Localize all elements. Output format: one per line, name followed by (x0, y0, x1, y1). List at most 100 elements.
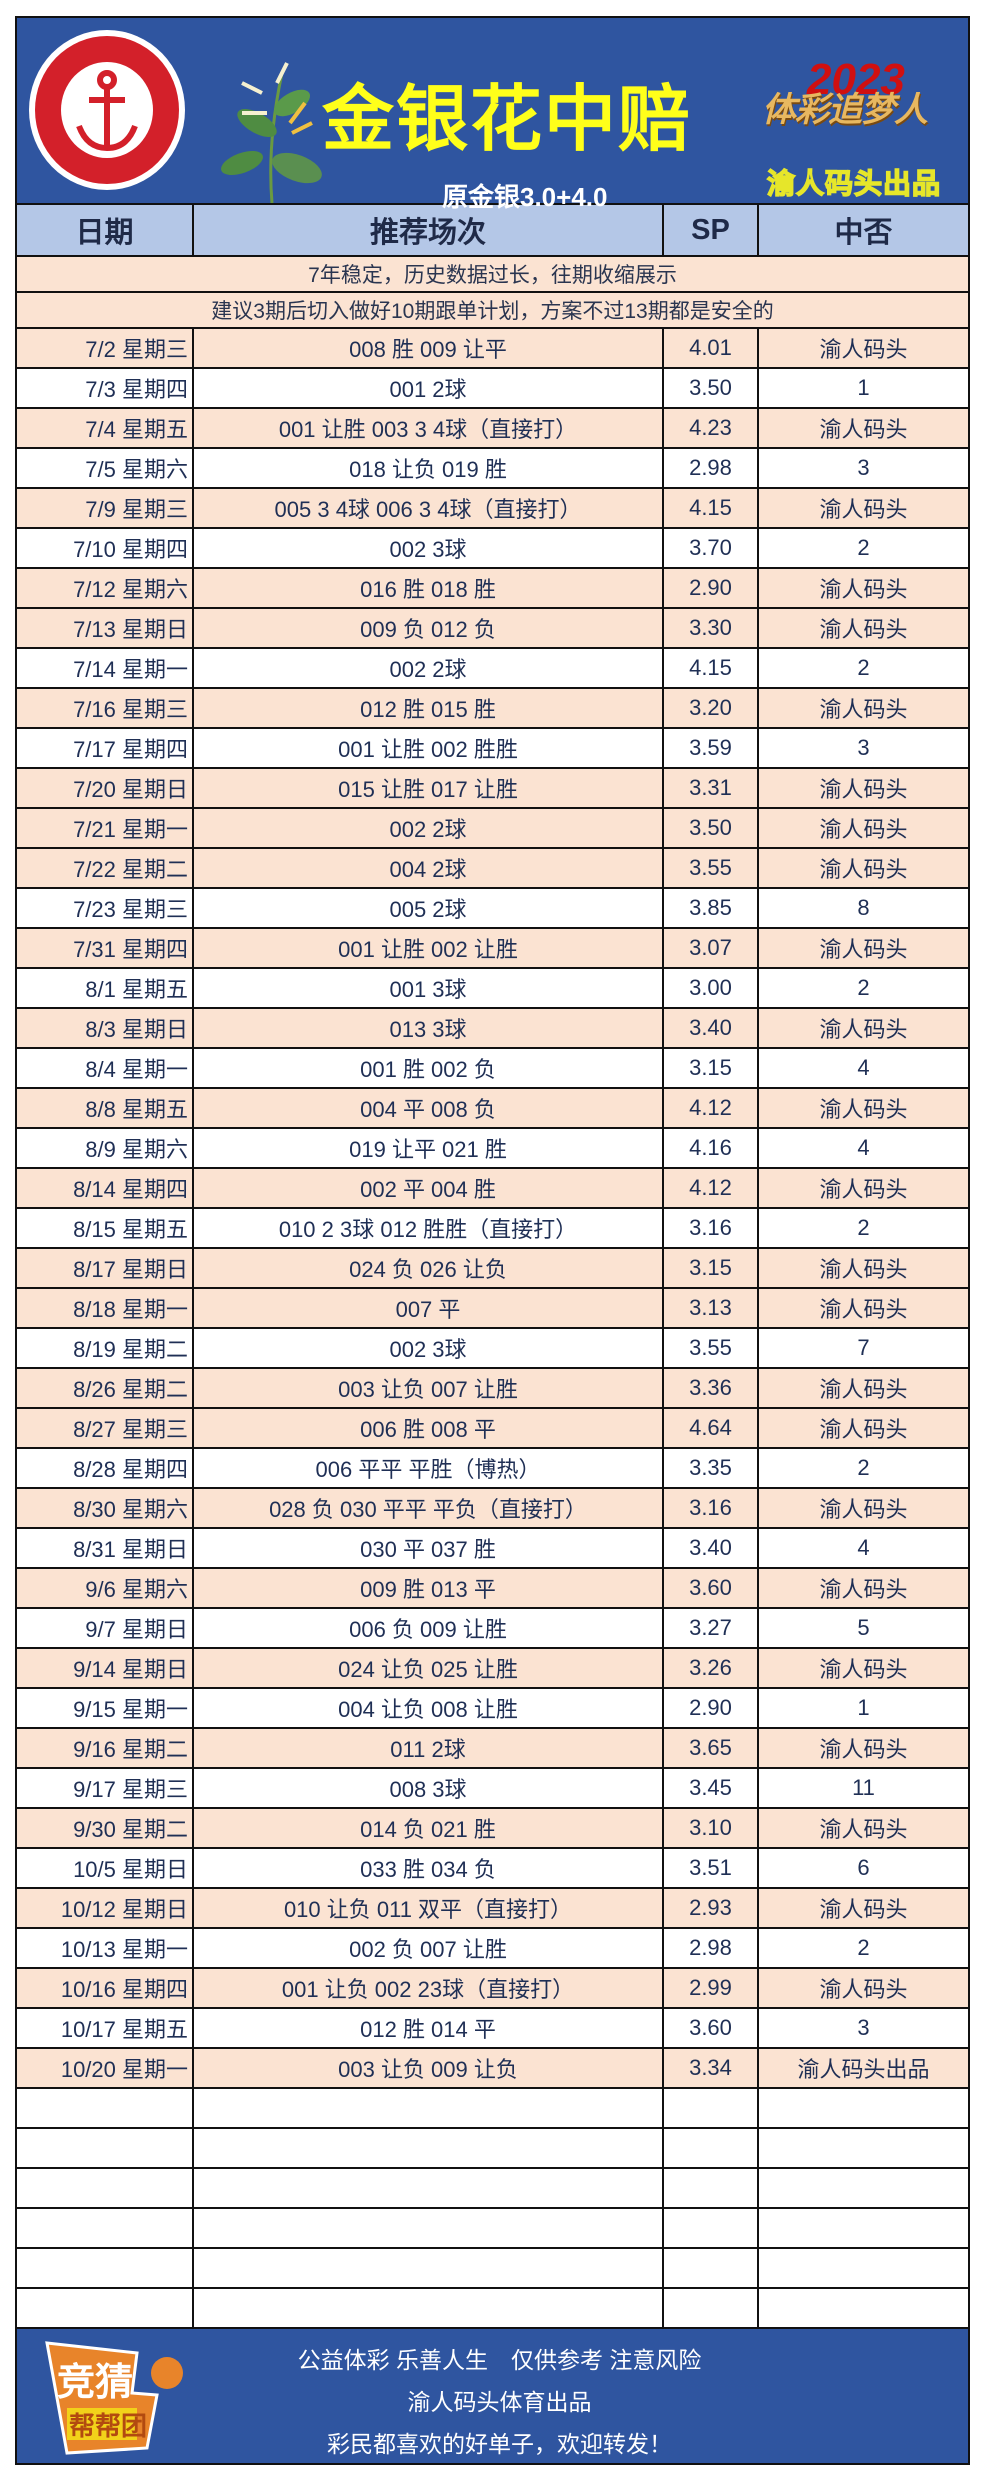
date-cell: 8/31 星期日 (17, 1529, 194, 1567)
table-row: 10/5 星期日 033 胜 034 负 3.51 6 (17, 1849, 968, 1889)
pick-cell: 002 负 007 让胜 (194, 1929, 664, 1967)
sp-cell: 3.40 (664, 1009, 759, 1047)
sp-cell: 3.30 (664, 609, 759, 647)
empty-cell (194, 2289, 664, 2327)
pick-cell: 002 3球 (194, 1329, 664, 1367)
column-header-date: 日期 (17, 205, 194, 255)
banner: 金银花中赔 原金银3.0+4.0 2023 体彩追梦人 渝人码头出品 (17, 18, 968, 212)
pick-cell: 002 2球 (194, 809, 664, 847)
sp-cell: 4.16 (664, 1129, 759, 1167)
result-cell: 渝人码头 (819, 1177, 908, 1202)
pick-cell: 002 2球 (194, 649, 664, 687)
result-cell: 11 (852, 1775, 875, 1800)
table-row: 7/12 星期六 016 胜 018 胜 2.90 渝人码头 (17, 569, 968, 609)
empty-row (17, 2089, 968, 2129)
empty-cell (194, 2249, 664, 2287)
result-cell: 5 (857, 1615, 870, 1640)
date-cell: 8/4 星期一 (17, 1049, 194, 1087)
result-cell: 2 (857, 535, 870, 560)
result-cell: 渝人码头 (819, 617, 908, 642)
footer-line-2: 渝人码头体育出品 (407, 2389, 592, 2415)
sp-cell: 3.20 (664, 689, 759, 727)
table-row: 9/7 星期日 006 负 009 让胜 3.27 5 (17, 1609, 968, 1649)
table-row: 8/4 星期一 001 胜 002 负 3.15 4 (17, 1049, 968, 1089)
result-cell: 渝人码头 (819, 577, 908, 602)
sp-cell: 3.00 (664, 969, 759, 1007)
footer-banner: 竞猜 帮帮团 公益体彩 乐善人生 仅供参考 注意风险 渝人码头体育出品 彩民都喜… (17, 2329, 968, 2463)
table-row: 7/3 星期四 001 2球 3.50 1 (17, 369, 968, 409)
sp-cell: 2.99 (664, 1969, 759, 2007)
date-cell: 7/5 星期六 (17, 449, 194, 487)
table-row: 9/16 星期二 011 2球 3.65 渝人码头 (17, 1729, 968, 1769)
table-row: 7/22 星期二 004 2球 3.55 渝人码头 (17, 849, 968, 889)
pick-cell: 001 让胜 002 让胜 (194, 929, 664, 967)
pick-cell: 007 平 (194, 1289, 664, 1327)
result-cell: 渝人码头 (819, 497, 908, 522)
recommendation-sheet: 金银花中赔 原金银3.0+4.0 2023 体彩追梦人 渝人码头出品 日期 推荐… (15, 16, 970, 2465)
pick-cell: 024 负 026 让负 (194, 1249, 664, 1287)
date-cell: 9/16 星期二 (17, 1729, 194, 1767)
pick-cell: 016 胜 018 胜 (194, 569, 664, 607)
result-cell: 2 (857, 975, 870, 1000)
result-cell: 2 (857, 655, 870, 680)
result-cell: 渝人码头 (819, 857, 908, 882)
date-cell: 8/30 星期六 (17, 1489, 194, 1527)
empty-cell (664, 2169, 759, 2207)
pick-cell: 003 让负 009 让负 (194, 2049, 664, 2087)
date-cell: 9/15 星期一 (17, 1689, 194, 1727)
result-cell: 渝人码头 (819, 417, 908, 442)
pick-cell: 030 平 037 胜 (194, 1529, 664, 1567)
result-cell: 渝人码头 (819, 1657, 908, 1682)
result-cell: 4 (857, 1055, 870, 1080)
result-cell: 4 (857, 1135, 870, 1160)
table-row: 8/9 星期六 019 让平 021 胜 4.16 4 (17, 1129, 968, 1169)
date-cell: 8/15 星期五 (17, 1209, 194, 1247)
date-cell: 7/3 星期四 (17, 369, 194, 407)
result-cell: 2 (857, 1215, 870, 1240)
pick-cell: 001 胜 002 负 (194, 1049, 664, 1087)
date-cell: 7/31 星期四 (17, 929, 194, 967)
result-cell: 渝人码头 (819, 817, 908, 842)
date-cell: 7/4 星期五 (17, 409, 194, 447)
date-cell: 7/22 星期二 (17, 849, 194, 887)
empty-cell (17, 2209, 194, 2247)
note-advice: 建议3期后切入做好10期跟单计划，方案不过13期都是安全的 (17, 293, 968, 329)
note-history: 7年稳定，历史数据过长，往期收缩展示 (17, 257, 968, 293)
pick-cell: 012 胜 015 胜 (194, 689, 664, 727)
empty-cell (664, 2129, 759, 2167)
table-row: 8/27 星期三 006 胜 008 平 4.64 渝人码头 (17, 1409, 968, 1449)
result-cell: 渝人码头 (819, 1257, 908, 1282)
table-row: 10/12 星期日 010 让负 011 双平（直接打） 2.93 渝人码头 (17, 1889, 968, 1929)
sp-cell: 3.60 (664, 2009, 759, 2047)
sp-cell: 3.07 (664, 929, 759, 967)
table-row: 8/19 星期二 002 3球 3.55 7 (17, 1329, 968, 1369)
table-row: 9/6 星期六 009 胜 013 平 3.60 渝人码头 (17, 1569, 968, 1609)
result-cell: 渝人码头 (819, 697, 908, 722)
sp-cell: 4.15 (664, 489, 759, 527)
pick-cell: 009 负 012 负 (194, 609, 664, 647)
date-cell: 7/9 星期三 (17, 489, 194, 527)
table-row: 8/3 星期日 013 3球 3.40 渝人码头 (17, 1009, 968, 1049)
result-cell: 1 (857, 1695, 870, 1720)
empty-row (17, 2249, 968, 2289)
sp-cell: 3.40 (664, 1529, 759, 1567)
result-cell: 3 (857, 735, 870, 760)
table-row: 8/18 星期一 007 平 3.13 渝人码头 (17, 1289, 968, 1329)
table-row: 8/31 星期日 030 平 037 胜 3.40 4 (17, 1529, 968, 1569)
pick-cell: 003 让负 007 让胜 (194, 1369, 664, 1407)
table-row: 7/20 星期日 015 让胜 017 让胜 3.31 渝人码头 (17, 769, 968, 809)
column-header-result: 中否 (834, 217, 893, 249)
pick-cell: 002 平 004 胜 (194, 1169, 664, 1207)
result-cell: 渝人码头 (819, 1977, 908, 2002)
sp-cell: 2.90 (664, 1689, 759, 1727)
sp-cell: 3.27 (664, 1609, 759, 1647)
pick-cell: 009 胜 013 平 (194, 1569, 664, 1607)
empty-cell (759, 2209, 968, 2247)
table-row: 7/9 星期三 005 3 4球 006 3 4球（直接打） 4.15 渝人码头 (17, 489, 968, 529)
pick-cell: 012 胜 014 平 (194, 2009, 664, 2047)
sp-cell: 3.34 (664, 2049, 759, 2087)
pick-cell: 010 2 3球 012 胜胜（直接打） (194, 1209, 664, 1247)
table-row: 8/30 星期六 028 负 030 平平 平负（直接打） 3.16 渝人码头 (17, 1489, 968, 1529)
empty-cell (759, 2249, 968, 2287)
pick-cell: 005 3 4球 006 3 4球（直接打） (194, 489, 664, 527)
